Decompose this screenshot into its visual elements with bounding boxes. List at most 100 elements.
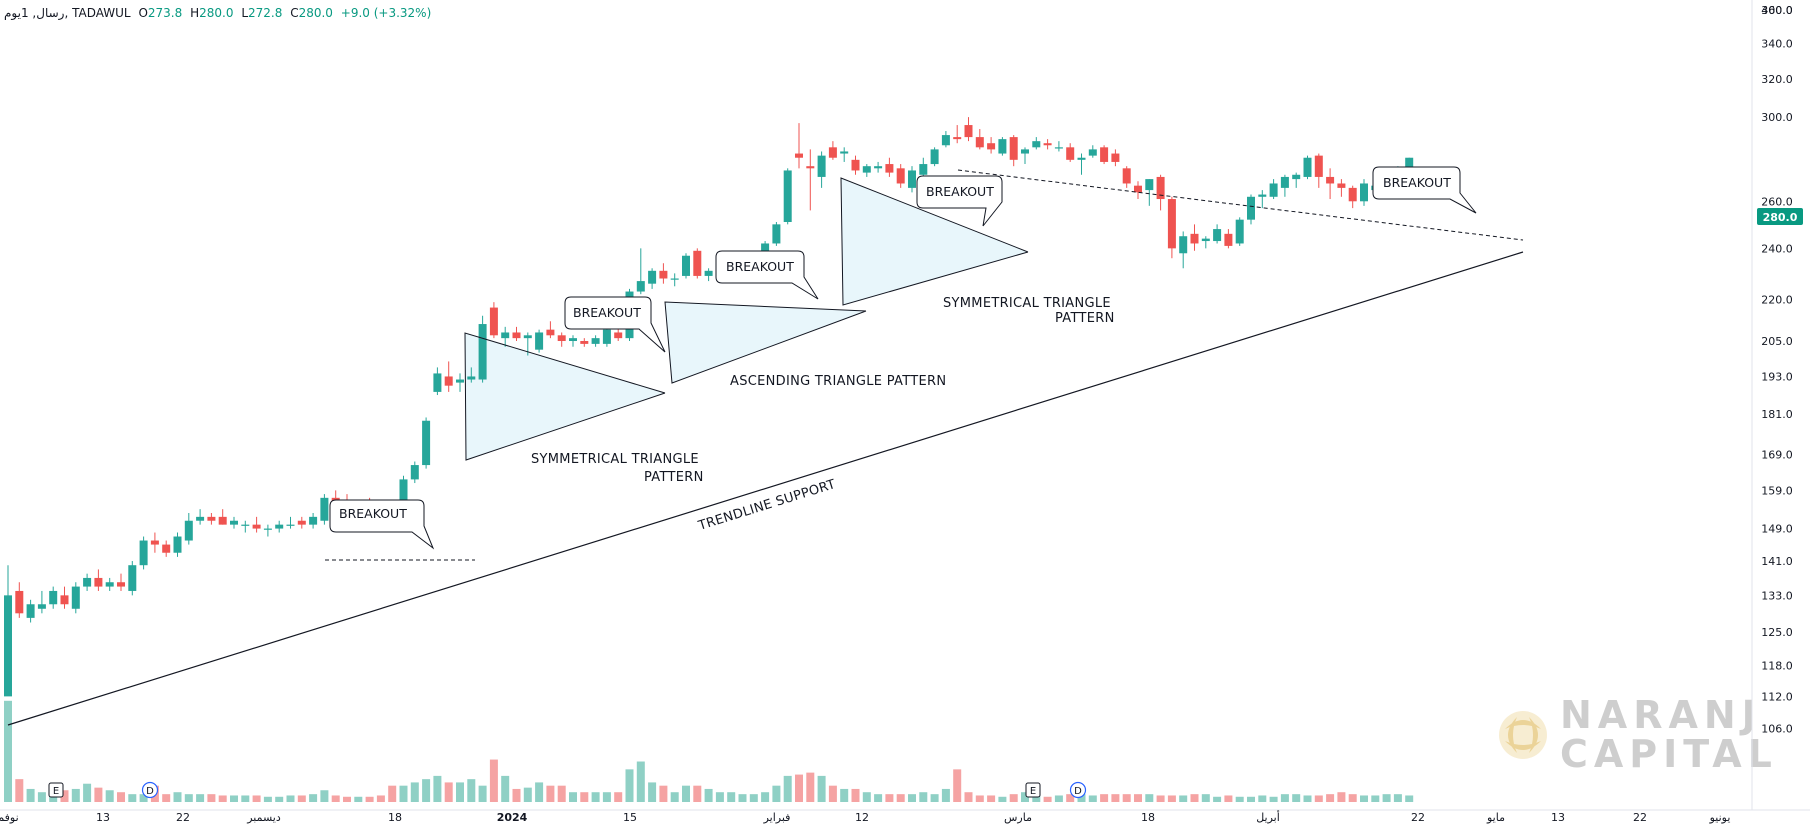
volume-bar (975, 795, 984, 802)
volume-bar (828, 785, 837, 802)
candle (670, 273, 679, 287)
candle (591, 335, 600, 347)
volume-bar (749, 794, 758, 802)
candle-body (207, 516, 216, 521)
candle-body (1405, 157, 1414, 171)
price-tick-label: 205.0 (1761, 335, 1793, 348)
breakout-callout-1 (329, 499, 435, 550)
time-tick-label: 22 (1633, 811, 1647, 824)
candle-body (1043, 143, 1052, 146)
price-tick-label: 400.0 (1761, 4, 1793, 17)
candle-body (433, 373, 442, 392)
volume-bar (636, 761, 645, 802)
candle-body (230, 520, 238, 525)
volume-bar (252, 795, 261, 802)
candle (410, 461, 419, 484)
volume-bar (614, 792, 623, 802)
candle (1190, 224, 1199, 251)
volume-bar (388, 785, 397, 802)
candle (49, 586, 58, 609)
price-tick-label: 118.0 (1761, 660, 1793, 673)
volume-bar (1066, 794, 1075, 802)
volume-layer (4, 700, 1414, 802)
marker-label: D (146, 786, 154, 797)
candle (433, 367, 442, 396)
volume-bar (772, 785, 781, 802)
volume-bar (896, 794, 905, 802)
volume-bar (1326, 794, 1335, 802)
volume-bar (1100, 794, 1109, 802)
candle-body (4, 595, 12, 697)
breakout-callout-5-text: BREAKOUT (1383, 175, 1451, 190)
volume-bar (376, 795, 385, 802)
volume-bar (37, 792, 46, 802)
volume-bar (738, 794, 747, 802)
candle (648, 268, 657, 289)
candle-body (218, 516, 227, 525)
candle-body (648, 270, 657, 284)
candle (1326, 168, 1335, 200)
candle-body (105, 582, 114, 587)
high-value: 280.0 (199, 6, 234, 20)
volume-bar (286, 795, 295, 802)
candle-body (263, 528, 272, 530)
candle (998, 137, 1007, 156)
candle-body (49, 590, 58, 605)
price-tick-label: 141.0 (1761, 555, 1793, 568)
candle-body (851, 159, 860, 171)
volume-bar (874, 794, 883, 802)
candle (1054, 141, 1063, 152)
candle (795, 123, 803, 169)
volume-bar (1280, 794, 1289, 802)
marker-shape (1025, 782, 1041, 798)
volume-bar (365, 796, 374, 802)
candle (263, 524, 272, 537)
volume-bar (1190, 794, 1199, 802)
candle (128, 561, 137, 596)
volume-bar (523, 787, 532, 802)
volume-bar (1032, 794, 1041, 802)
time-tick-label: نوفم (0, 811, 19, 824)
candle-body (1054, 147, 1063, 149)
breakout-callout-4 (916, 175, 1003, 227)
marker-shape (1069, 781, 1087, 799)
candle-body (512, 332, 521, 339)
candle-body (1145, 179, 1154, 191)
volume-bar (1337, 792, 1346, 802)
volume-bar (117, 792, 125, 802)
candle (1145, 179, 1154, 206)
candle (851, 155, 860, 175)
candle-body (1292, 174, 1301, 180)
candle-body (580, 341, 589, 344)
volume-bar (218, 795, 227, 802)
candle (252, 516, 261, 533)
volume-bar (569, 792, 577, 802)
candle (1360, 179, 1368, 206)
sym-triangle-2-lines (840, 177, 1029, 306)
candle-body (275, 524, 284, 529)
candle (173, 532, 182, 557)
candle (1066, 143, 1075, 162)
candle (1077, 153, 1086, 175)
resistance-dashed-line (957, 169, 1524, 241)
candle (1224, 229, 1233, 249)
candle (1303, 155, 1312, 180)
candle (512, 326, 521, 342)
candle-body (557, 335, 566, 342)
candle (1111, 149, 1120, 167)
candle (297, 516, 306, 529)
volume-bar (478, 785, 487, 802)
candle-body (1021, 149, 1029, 154)
candle (230, 516, 238, 529)
volume-bar (941, 788, 950, 802)
candle (1167, 196, 1176, 259)
candle (602, 326, 611, 347)
candle (987, 137, 996, 154)
candle (241, 520, 250, 533)
volume-bar (94, 787, 103, 802)
candle (1292, 172, 1301, 188)
volume-bar (139, 794, 148, 802)
volume-bar (659, 785, 668, 802)
